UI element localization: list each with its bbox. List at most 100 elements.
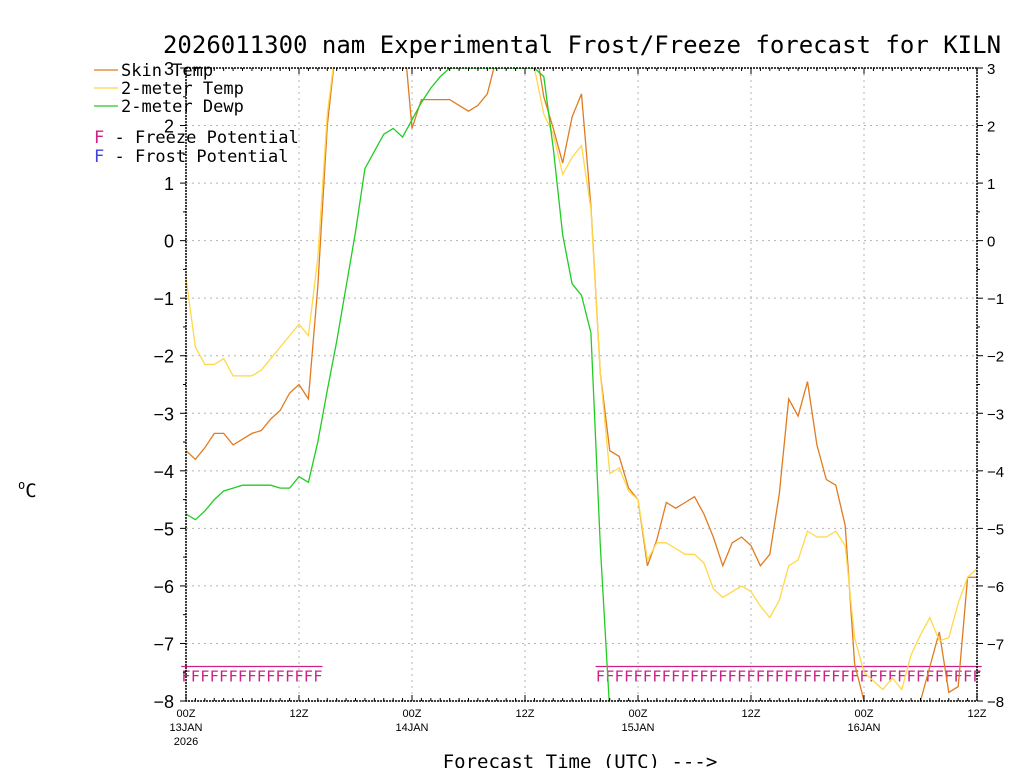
freeze-marker: F <box>690 667 699 685</box>
legend-text: - Frost Potential <box>104 147 288 167</box>
legend-label: 2-meter Dewp <box>121 97 244 117</box>
freeze-marker: F <box>285 667 294 685</box>
x-tick-date: 14JAN <box>395 722 428 734</box>
y-tick-label: −3 <box>153 404 174 424</box>
freeze-marker: F <box>850 667 859 685</box>
freeze-marker: F <box>822 667 831 685</box>
y-axis-label: oC <box>18 478 37 502</box>
freeze-marker: F <box>897 667 906 685</box>
freeze-marker: F <box>859 667 868 685</box>
freeze-marker: F <box>699 667 708 685</box>
freeze-marker: F <box>643 667 652 685</box>
y-tick-label: −2 <box>153 347 174 367</box>
legend-marker: F <box>94 147 104 167</box>
legend-marker: F <box>94 128 104 148</box>
x-tick-label: 12Z <box>516 708 535 720</box>
y-tick-label: 3 <box>164 59 174 79</box>
series-lines <box>186 68 977 701</box>
freeze-marker: F <box>229 667 238 685</box>
freeze-marker: F <box>728 667 737 685</box>
freeze-marker: F <box>681 667 690 685</box>
x-tick-label: 12Z <box>742 708 761 720</box>
y-tick-label-right: −1 <box>987 291 1004 308</box>
legend-label: 2-meter Temp <box>121 79 244 99</box>
x-tick-date: 13JAN <box>169 722 202 734</box>
x-tick-label: 00Z <box>855 708 874 720</box>
freeze-marker: F <box>794 667 803 685</box>
series-line-2-meter-dewp <box>186 68 610 701</box>
freeze-marker: F <box>709 667 718 685</box>
y-tick-label-right: −4 <box>987 464 1004 481</box>
freeze-marker: F <box>210 667 219 685</box>
freeze-marker: F <box>765 667 774 685</box>
freeze-marker: F <box>737 667 746 685</box>
freeze-marker: F <box>925 667 934 685</box>
freeze-marker: F <box>605 667 614 685</box>
y-tick-label-right: 1 <box>987 176 995 193</box>
series-line-skin-temp <box>186 68 977 701</box>
freeze-marker: F <box>596 667 605 685</box>
x-axis: 00Z 13JAN 2026 12Z 00Z 14JAN 12Z 00Z 15JAN 12Z 00Z… <box>169 68 987 748</box>
freeze-marker: F <box>304 667 313 685</box>
x-tick-label: 00Z <box>177 708 196 720</box>
freeze-marker: F <box>238 667 247 685</box>
x-tick-label: 00Z <box>629 708 648 720</box>
plot-frame <box>185 67 978 702</box>
freeze-marker: F <box>247 667 256 685</box>
freeze-marker: F <box>888 667 897 685</box>
y-tick-label-right: −3 <box>987 406 1004 423</box>
freeze-marker: F <box>276 667 285 685</box>
freeze-marker: F <box>191 667 200 685</box>
y-tick-label: 0 <box>164 232 174 252</box>
freeze-marker: F <box>200 667 209 685</box>
freeze-marker: F <box>841 667 850 685</box>
freeze-marker: F <box>935 667 944 685</box>
legend-label: Skin Temp <box>121 61 213 81</box>
freeze-marker: F <box>916 667 925 685</box>
y-tick-label-right: 2 <box>987 119 995 136</box>
freeze-marker: F <box>718 667 727 685</box>
y-tick-label-right: −6 <box>987 579 1004 596</box>
freeze-marker: F <box>294 667 303 685</box>
freeze-marker: F <box>313 667 322 685</box>
y-tick-label: −4 <box>153 462 174 482</box>
freeze-marker: F <box>963 667 972 685</box>
grid <box>185 67 978 702</box>
x-tick-year: 2026 <box>174 736 198 748</box>
y-tick-label-right: −8 <box>987 694 1004 711</box>
freeze-marker: F <box>784 667 793 685</box>
freeze-marker: F <box>219 667 228 685</box>
freeze-marker: F <box>954 667 963 685</box>
x-axis-label: Forecast Time (UTC) ---> <box>443 751 718 768</box>
freeze-marker: F <box>615 667 624 685</box>
freeze-marker: F <box>257 667 266 685</box>
y-tick-label: −7 <box>153 634 174 654</box>
y-axis-left: −8 −7 −6 −5 −4 −3 −2 −1 0 1 2 3 <box>153 59 186 712</box>
freeze-marker: F <box>812 667 821 685</box>
legend-text: - Freeze Potential <box>104 128 298 148</box>
y-tick-label: 1 <box>164 174 174 194</box>
freeze-marker: F <box>907 667 916 685</box>
legend-label: F - Freeze Potential <box>94 128 299 148</box>
y-tick-label-right: −5 <box>987 521 1004 538</box>
y-tick-label: 2 <box>164 117 174 137</box>
x-tick-label: 00Z <box>403 708 422 720</box>
x-tick-label: 12Z <box>290 708 309 720</box>
freeze-marker: F <box>266 667 275 685</box>
x-tick-date: 16JAN <box>847 722 880 734</box>
freeze-marker: F <box>878 667 887 685</box>
chart-title: 2026011300 nam Experimental Frost/Freeze… <box>163 31 1001 59</box>
legend-label: F - Frost Potential <box>94 147 288 167</box>
y-tick-label: −1 <box>153 289 174 309</box>
freeze-marker: F <box>624 667 633 685</box>
y-tick-label: −6 <box>153 577 174 597</box>
y-tick-label-right: 0 <box>987 234 995 251</box>
x-tick-label: 12Z <box>968 708 987 720</box>
freeze-marker: F <box>944 667 953 685</box>
y-tick-label-right: −7 <box>987 636 1004 653</box>
freeze-marker: F <box>775 667 784 685</box>
freeze-marker: F <box>869 667 878 685</box>
series-line-2-meter-temp <box>186 68 977 691</box>
